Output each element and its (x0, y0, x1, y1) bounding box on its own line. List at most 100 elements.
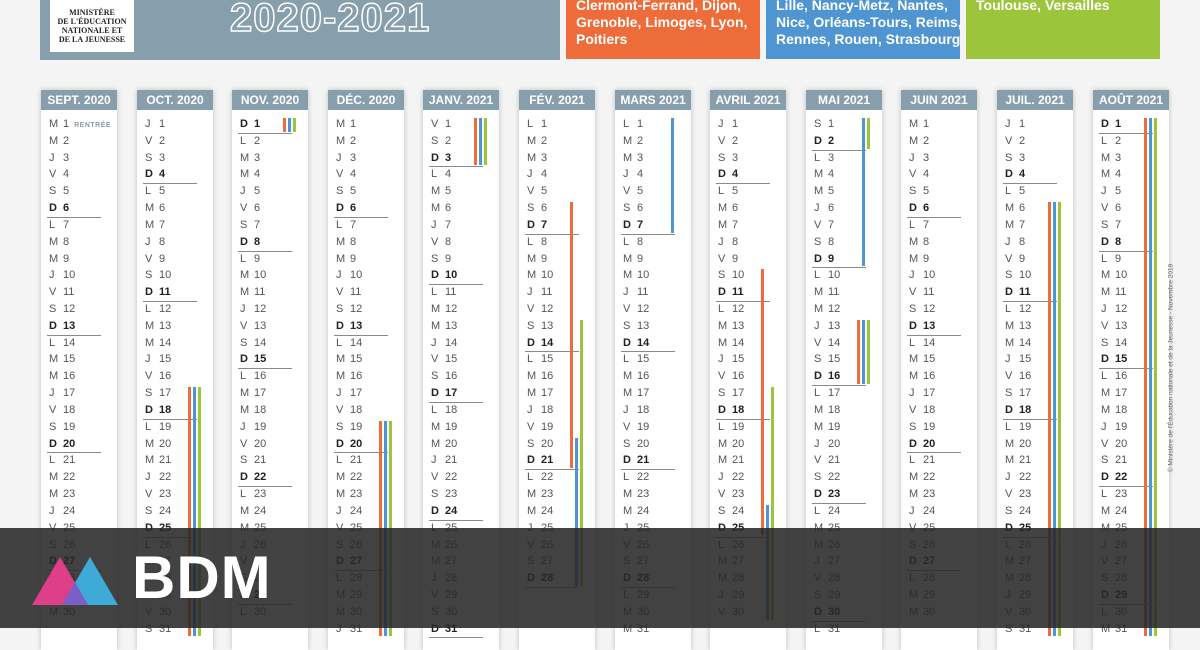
day-number: 1 (1019, 118, 1026, 130)
bdm-logo-icon (32, 557, 118, 605)
day-row: J 15 (145, 353, 171, 370)
day-number: 12 (254, 303, 267, 316)
day-number: 1 (637, 118, 644, 130)
day-row: L 15 (527, 353, 553, 370)
weekday-letter: M (1101, 522, 1115, 535)
day-number: 8 (637, 235, 644, 248)
weekday-letter: M (909, 134, 919, 147)
weekday-letter: M (814, 286, 824, 299)
weekday-letter: S (909, 420, 917, 433)
weekday-letter: L (336, 336, 343, 349)
day-number: 5 (350, 185, 357, 198)
day-number: 1 (159, 118, 166, 130)
day-number: 2 (445, 134, 452, 147)
week-separator (143, 301, 197, 303)
day-row: L 21 (336, 454, 362, 471)
day-number: 7 (159, 218, 166, 231)
day-number: 15 (732, 353, 745, 366)
day-number: 11 (637, 286, 649, 299)
day-row: M 17 (1101, 387, 1127, 404)
weekday-letter: L (240, 134, 247, 147)
day-number: 20 (63, 437, 76, 450)
weekday-letter: V (909, 522, 923, 535)
day-number: 17 (732, 387, 745, 400)
day-number: 20 (254, 437, 267, 450)
week-separator (525, 233, 579, 235)
day-row: D 13 (909, 320, 935, 337)
weekday-letter: S (1101, 454, 1109, 467)
weekday-letter: D (1005, 522, 1019, 535)
day-row: V 15 (431, 353, 457, 370)
weekday-letter: V (1101, 202, 1109, 215)
day-number: 13 (637, 319, 650, 332)
weekday-letter: S (718, 151, 726, 164)
day-number: 4 (159, 168, 166, 181)
holiday-bar-zone-b (1053, 202, 1056, 637)
weekday-letter: M (49, 235, 59, 248)
weekday-letter: S (431, 134, 439, 147)
weekday-letter: L (1101, 252, 1108, 265)
weekday-letter: J (1101, 420, 1107, 433)
week-separator (429, 637, 483, 639)
day-row: M 17 (240, 387, 266, 404)
day-number: 23 (1115, 488, 1128, 501)
weekday-letter: J (145, 118, 151, 130)
day-number: 10 (350, 269, 363, 282)
day-row: D 16 (814, 370, 840, 387)
week-separator (47, 216, 101, 218)
weekday-letter: L (49, 336, 56, 349)
day-number: 20 (923, 437, 936, 450)
weekday-letter: M (527, 488, 537, 501)
weekday-letter: J (336, 151, 342, 164)
weekday-letter: D (718, 403, 726, 416)
day-number: 2 (541, 134, 548, 147)
weekday-letter: D (240, 353, 248, 366)
week-separator (429, 284, 483, 286)
weekday-letter: J (527, 286, 533, 299)
week-separator (429, 166, 483, 168)
weekday-letter: D (49, 202, 57, 215)
week-separator (907, 452, 961, 454)
weekday-letter: V (336, 168, 344, 181)
day-number: 15 (254, 353, 267, 366)
day-row: M 24 (1101, 505, 1127, 522)
weekday-letter: M (718, 319, 728, 332)
weekday-letter: S (145, 151, 153, 164)
weekday-letter: D (49, 437, 57, 450)
weekday-letter: V (527, 185, 535, 198)
day-row: S 13 (527, 320, 553, 337)
week-separator (525, 469, 579, 471)
weekday-letter: V (336, 403, 344, 416)
weekday-letter: L (1005, 185, 1012, 198)
day-number: 17 (159, 387, 172, 400)
day-row: V 19 (623, 421, 649, 438)
day-number: 6 (1115, 202, 1122, 215)
weekday-letter: V (336, 522, 350, 535)
day-row: J 19 (1101, 421, 1127, 438)
day-number: 9 (445, 252, 452, 265)
day-number: 20 (1115, 437, 1128, 450)
day-number: 8 (63, 235, 70, 248)
day-number: 5 (1019, 185, 1026, 198)
weekday-letter: D (336, 437, 344, 450)
day-number: 6 (1019, 202, 1026, 215)
weekday-letter: M (240, 269, 250, 282)
day-row: L 12 (1005, 303, 1031, 320)
weekday-letter: V (145, 370, 153, 383)
day-row: S 24 (1005, 505, 1031, 522)
day-row: M 24 (623, 505, 649, 522)
day-number: 10 (732, 269, 745, 282)
day-row: L 19 (1005, 421, 1031, 438)
zone-b-line: Lille, Nancy-Metz, Nantes, (776, 0, 948, 13)
